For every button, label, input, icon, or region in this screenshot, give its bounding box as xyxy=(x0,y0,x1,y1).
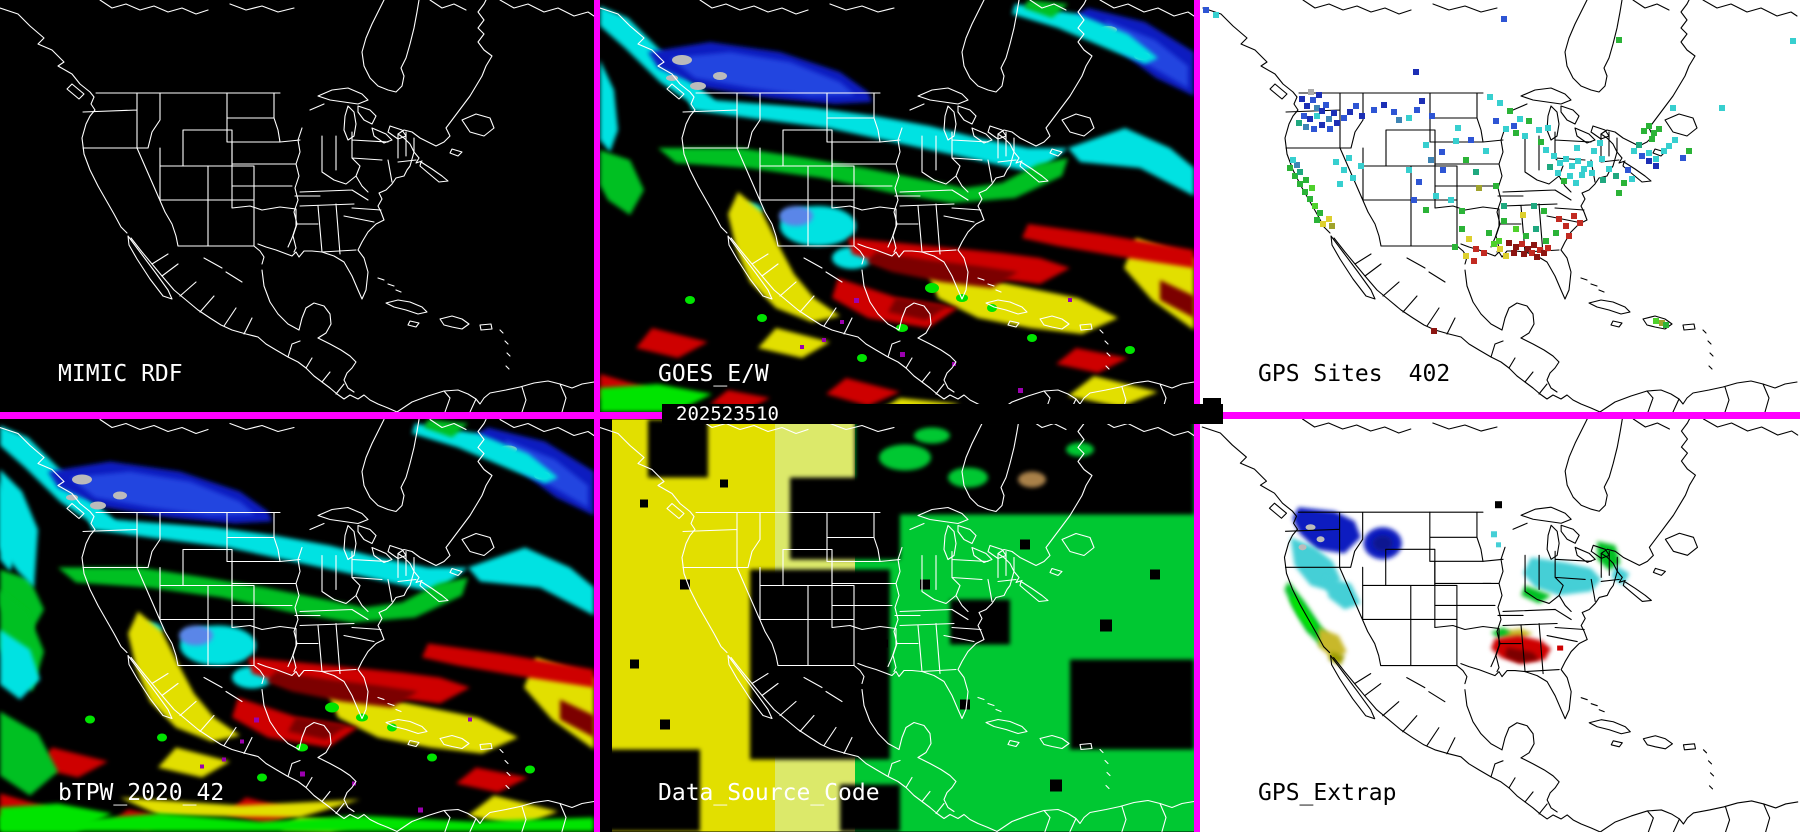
panel-data-source-code[interactable]: Data_Source_Code xyxy=(600,419,1194,832)
panel-goes-e-w[interactable]: GOES_E/W xyxy=(600,0,1194,412)
gps-site-count: 402 xyxy=(1408,361,1451,387)
panel-label-mimic-rdf: MIMIC RDF xyxy=(58,361,183,387)
panel-btpw-2020-42[interactable]: bTPW_2020_42 xyxy=(0,419,594,832)
panel-label-gps-sites: GPS Sites 402 xyxy=(1258,361,1451,387)
gps-site-dots xyxy=(1203,7,1796,334)
timestamp-bar: 202523510 xyxy=(662,404,1223,424)
panel-label-data-source-code: Data_Source_Code xyxy=(658,780,880,806)
panel-label-btpw: bTPW_2020_42 xyxy=(58,780,225,806)
gps-sites-map-canvas xyxy=(1202,0,1798,412)
panel-label-goes-e-w: GOES_E/W xyxy=(658,361,769,387)
btpw-map-canvas xyxy=(0,419,594,832)
data-source-field xyxy=(600,419,1194,832)
btpw-tpw-field xyxy=(0,419,594,832)
timestamp-text: 202523510 xyxy=(676,403,779,425)
mimic-rdf-map-canvas xyxy=(0,0,594,412)
panel-mimic-rdf[interactable]: MIMIC RDF xyxy=(0,0,594,412)
goes-e-w-map-canvas xyxy=(600,0,1194,412)
gps-extrap-map-canvas xyxy=(1201,419,1799,832)
panel-label-gps-extrap: GPS_Extrap xyxy=(1258,780,1397,806)
data-source-code-map-canvas xyxy=(600,419,1194,832)
panel-gps-extrap[interactable]: GPS_Extrap xyxy=(1200,419,1800,832)
goes-tpw-field xyxy=(600,0,1194,412)
panel-gps-sites[interactable]: GPS Sites 402 xyxy=(1200,0,1800,412)
